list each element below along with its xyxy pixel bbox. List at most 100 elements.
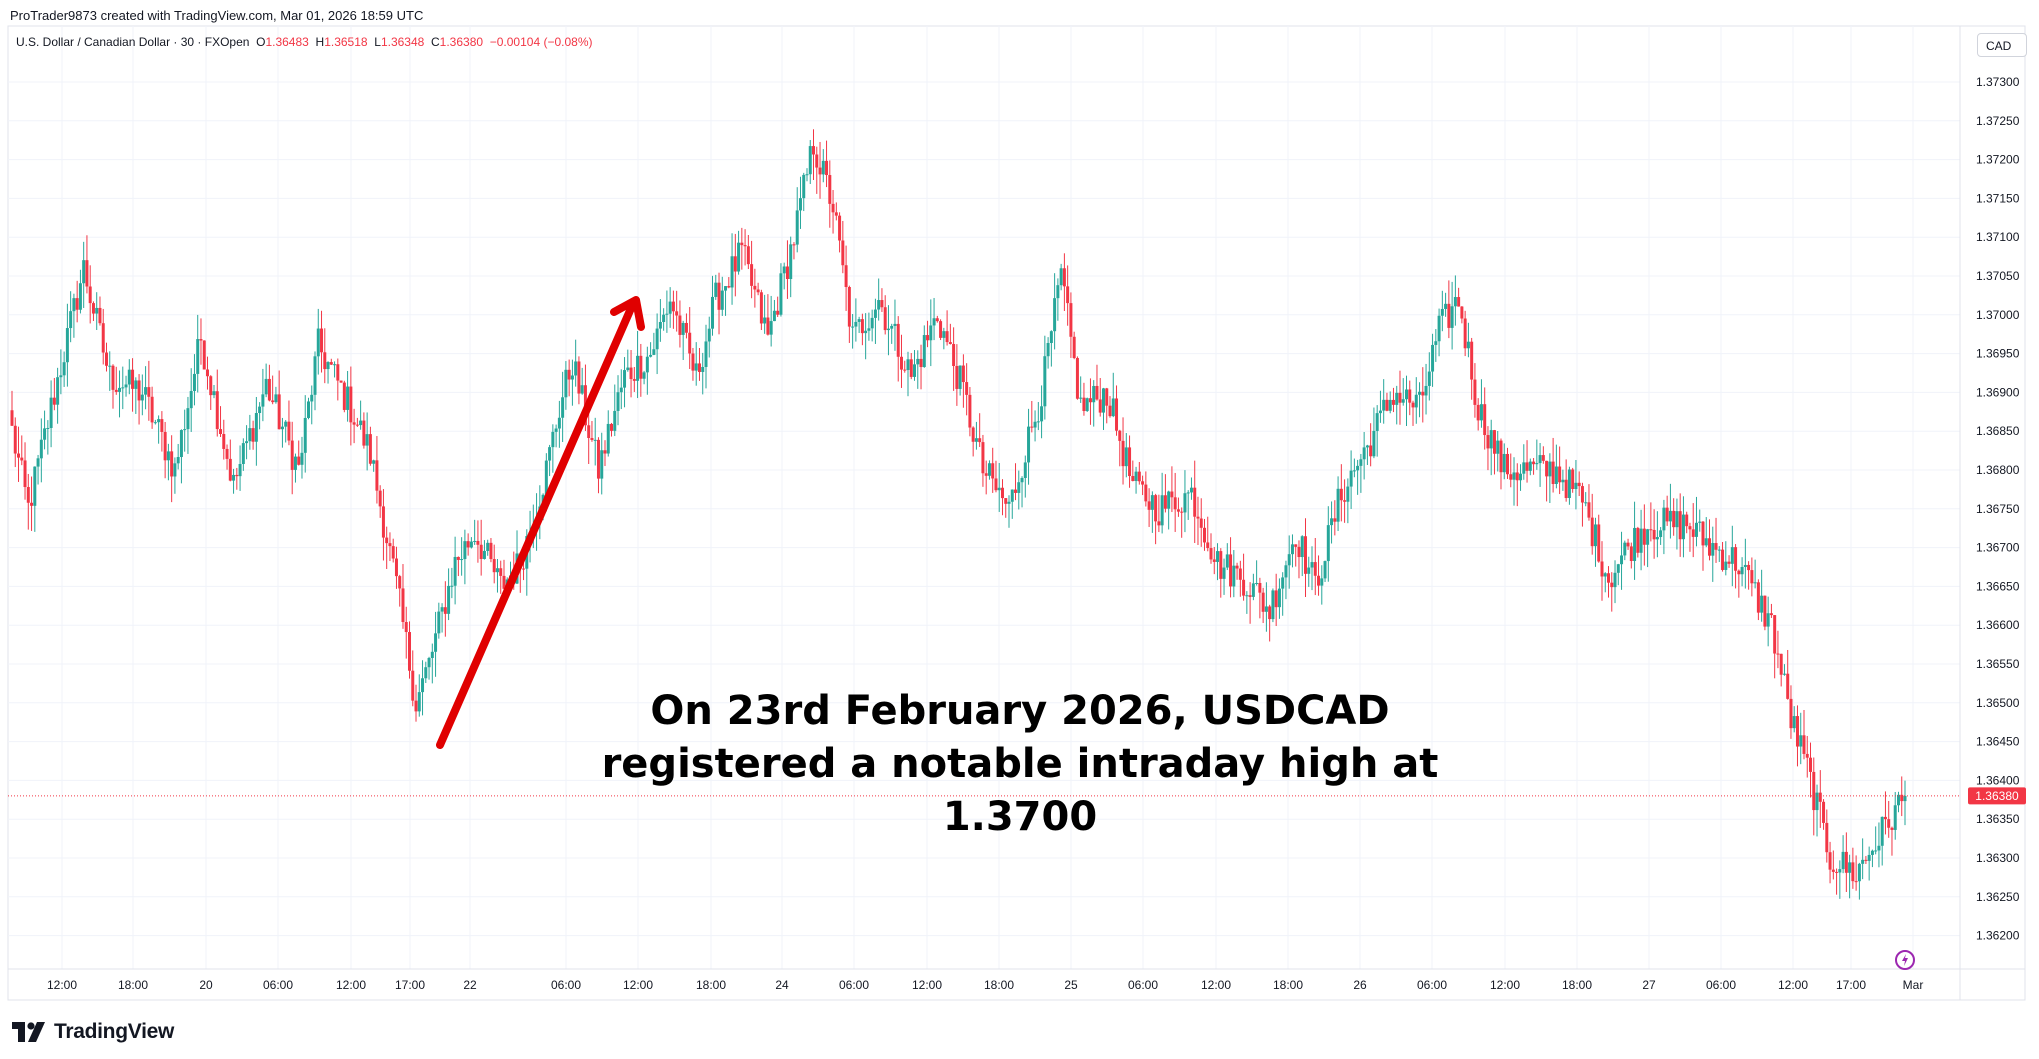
candle <box>1750 557 1754 597</box>
candle <box>922 325 926 368</box>
candle <box>1365 444 1369 465</box>
candle <box>375 436 379 504</box>
candle <box>1330 501 1334 544</box>
tradingview-logo-icon <box>12 1022 45 1042</box>
candle <box>1066 265 1070 326</box>
candle <box>1613 560 1617 604</box>
candle <box>714 274 718 300</box>
candle <box>1277 578 1281 619</box>
candle <box>329 358 333 366</box>
candle <box>326 361 330 384</box>
candle <box>1284 560 1288 600</box>
candle <box>570 359 574 406</box>
candle <box>489 538 493 563</box>
candle <box>1118 429 1122 467</box>
candle <box>1362 432 1366 480</box>
candle <box>352 408 356 444</box>
candle <box>1189 477 1193 500</box>
time-tick-label: Mar <box>1903 978 1924 992</box>
lightning-icon[interactable] <box>1895 950 1915 970</box>
candle <box>1603 572 1607 593</box>
candle <box>1678 493 1682 557</box>
candle <box>1633 501 1637 580</box>
candle <box>873 298 877 344</box>
time-axis[interactable]: 12:00 18:00 20 06:00 12:00 17:00 22 06:00 12:00 1… <box>47 978 1923 992</box>
candle <box>1427 352 1431 401</box>
annotation-line-3: 1.3700 <box>942 794 1098 840</box>
candle <box>1564 459 1568 502</box>
candle <box>293 453 297 483</box>
candle <box>492 544 496 584</box>
candle <box>502 559 506 594</box>
close-label: C <box>431 35 440 49</box>
candle <box>1574 460 1578 510</box>
candle <box>1440 290 1444 332</box>
candle <box>1558 446 1562 495</box>
currency-button[interactable]: CAD <box>1977 33 2027 57</box>
candle <box>1356 459 1360 495</box>
candle <box>404 606 408 659</box>
candle <box>1841 835 1845 874</box>
candle <box>372 459 376 472</box>
time-tick-label: 17:00 <box>395 978 425 992</box>
candle <box>1209 533 1213 564</box>
low-label: L <box>374 35 381 49</box>
candle <box>1607 566 1611 598</box>
candle <box>43 410 47 450</box>
price-tick-label: 1.36300 <box>1976 851 2020 865</box>
candle <box>1154 493 1158 545</box>
candle <box>163 421 167 479</box>
candle <box>290 421 294 495</box>
candle <box>1672 498 1676 536</box>
candle <box>596 437 600 494</box>
candle <box>417 674 421 717</box>
candle <box>1525 440 1529 483</box>
candle <box>792 242 796 260</box>
candle <box>649 342 653 358</box>
candle <box>225 444 229 470</box>
candle <box>1170 466 1174 513</box>
candle <box>1206 516 1210 552</box>
candle <box>1877 822 1881 868</box>
time-tick-label: 06:00 <box>1417 978 1447 992</box>
candle <box>1186 490 1190 520</box>
candle <box>1431 333 1435 387</box>
candle <box>743 229 747 266</box>
candle <box>1349 450 1353 509</box>
candle <box>1756 579 1760 621</box>
candle <box>1779 653 1783 687</box>
candle <box>1219 548 1223 598</box>
price-tick-label: 1.36900 <box>1976 385 2020 399</box>
candle <box>482 540 486 560</box>
last-price-label: 1.36380 <box>1975 789 2019 803</box>
candle <box>1665 495 1669 526</box>
candle <box>616 375 620 426</box>
candle <box>271 375 275 405</box>
candle <box>574 339 578 387</box>
candle <box>166 443 170 481</box>
candle <box>877 278 881 321</box>
candle <box>1274 573 1278 627</box>
candle <box>1238 560 1242 597</box>
time-tick-label: 12:00 <box>1778 978 1808 992</box>
time-tick-label: 06:00 <box>1706 978 1736 992</box>
candle <box>1649 502 1653 542</box>
tradingview-logo[interactable]: TradingView <box>12 1019 174 1045</box>
candle <box>1864 855 1868 864</box>
candle <box>818 141 822 199</box>
candle <box>1391 387 1395 413</box>
candle <box>1502 443 1506 480</box>
price-axis[interactable]: 1.37300 1.37250 1.37200 1.37150 1.37100 1.370… <box>1976 75 2020 943</box>
candle <box>248 414 252 450</box>
time-tick-label: 12:00 <box>1490 978 1520 992</box>
candle <box>427 656 431 680</box>
candle <box>733 233 737 297</box>
candle <box>460 537 464 576</box>
candle <box>1085 397 1089 412</box>
candle <box>62 351 66 387</box>
candle <box>717 272 721 335</box>
candle <box>1880 816 1884 866</box>
candle <box>1844 832 1848 892</box>
symbol-name[interactable]: U.S. Dollar / Canadian Dollar · 30 · FXO… <box>16 35 250 49</box>
